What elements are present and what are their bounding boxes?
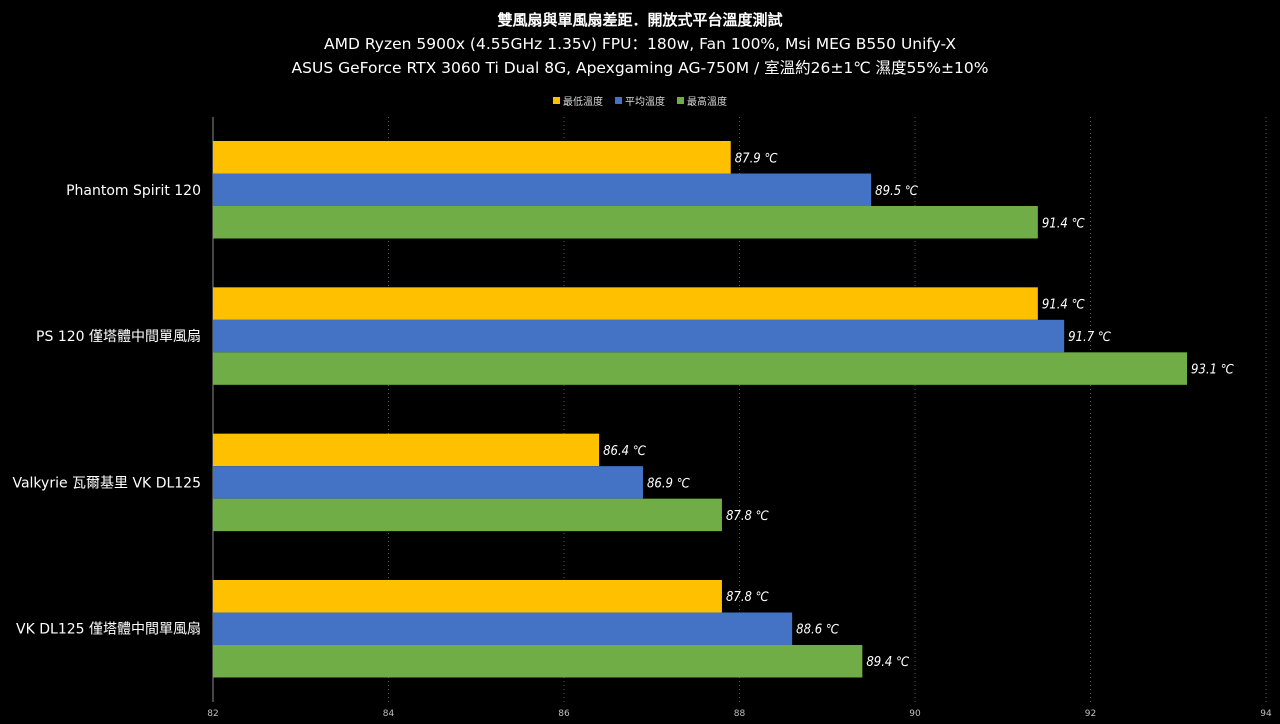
legend-label-avg: 平均溫度 [625,97,665,108]
data-label-3-2: 89.4 ℃ [866,655,909,670]
data-label-2-2: 87.8 ℃ [726,509,769,524]
x-tick-label-86: 86 [558,709,570,719]
bar-3-0 [213,579,722,613]
legend-item-avg: 平均溫度 [615,93,665,108]
legend-item-max: 最高溫度 [677,93,727,108]
bar-1-2 [213,352,1188,385]
x-tick-label-84: 84 [383,709,395,719]
bar-1-0 [213,287,1038,320]
data-label-0-2: 91.4 ℃ [1042,216,1085,231]
bar-1-1 [213,319,1065,353]
legend-label-min: 最低溫度 [563,97,603,108]
chart-subtitle-2: ASUS GeForce RTX 3060 Ti Dual 8G, Apexga… [291,59,989,77]
x-tick-label-90: 90 [909,709,921,719]
bar-0-1 [213,173,872,206]
bar-3-1 [213,612,793,645]
bar-2-2 [213,498,722,532]
data-label-3-1: 88.6 ℃ [796,623,839,638]
bar-3-2 [213,644,863,678]
legend-swatch-max [677,97,684,104]
bar-2-0 [213,433,600,467]
x-tick-label-92: 92 [1085,709,1096,719]
legend-swatch-min [553,97,560,104]
data-label-1-2: 93.1 ℃ [1191,363,1234,378]
data-label-2-0: 86.4 ℃ [603,444,646,459]
legend-item-min: 最低溫度 [553,93,603,108]
data-label-3-0: 87.8 ℃ [726,590,769,605]
legend-swatch-avg [615,97,622,104]
bar-0-2 [213,206,1038,239]
category-label-2: Valkyrie 瓦爾基里 VK DL125 [12,474,201,491]
chart-subtitle-1: AMD Ryzen 5900x (4.55GHz 1.35v) FPU：180w… [324,35,956,53]
bar-2-1 [213,466,643,499]
data-label-1-1: 91.7 ℃ [1068,330,1111,345]
category-label-1: PS 120 僅塔體中間單風扇 [36,329,201,345]
bar-0-0 [213,141,731,174]
data-label-0-0: 87.9 ℃ [735,151,778,166]
data-label-1-0: 91.4 ℃ [1042,298,1085,313]
chart-title-block: 雙風扇與單風扇差距．開放式平台溫度測試 AMD Ryzen 5900x (4.5… [0,8,1280,80]
category-label-3: VK DL125 僅塔體中間單風扇 [16,622,201,638]
data-label-2-1: 86.9 ℃ [647,476,690,491]
x-tick-label-94: 94 [1260,709,1272,719]
chart-legend: 最低溫度 平均溫度 最高溫度 [0,93,1280,108]
x-tick-label-82: 82 [207,709,218,719]
legend-label-max: 最高溫度 [687,97,727,108]
chart-title: 雙風扇與單風扇差距．開放式平台溫度測試 [497,11,783,29]
category-label-0: Phantom Spirit 120 [66,183,201,199]
x-tick-label-88: 88 [734,709,746,719]
data-label-0-1: 89.5 ℃ [875,184,918,199]
